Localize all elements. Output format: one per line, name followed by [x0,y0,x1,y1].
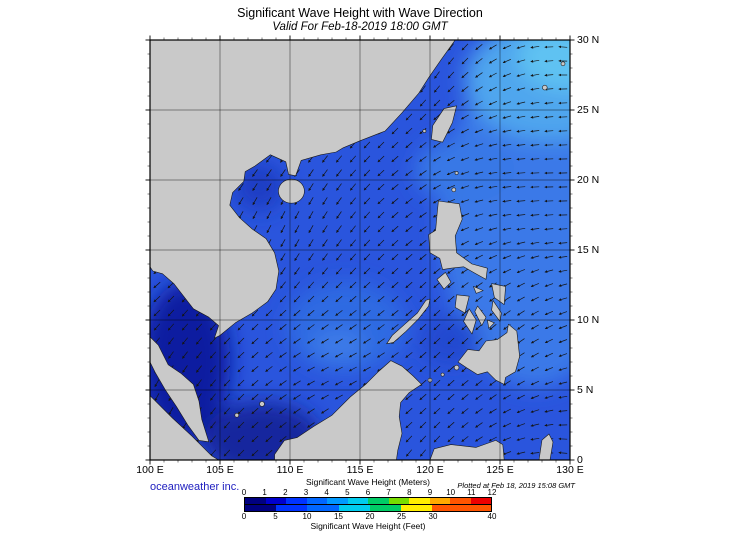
legend-color-segment [265,498,286,504]
legend-meters-tick: 9 [427,488,433,497]
lat-label: 20 N [577,174,600,186]
map-border [149,39,571,461]
legend-feet-tick: 0 [241,512,247,521]
landmass-borneo [274,360,422,460]
landmass-halmahera [538,433,554,460]
legend-color-segment [286,498,307,504]
lon-label: 115 E [346,464,374,476]
lon-label: 130 E [556,464,584,476]
legend-color-segment [368,498,389,504]
page-title: Significant Wave Height with Wave Direct… [237,6,483,20]
legend-feet-tick: 20 [365,512,375,521]
island-anambas [234,412,240,418]
lat-label: 15 N [577,244,600,256]
lon-label: 110 E [276,464,304,476]
lon-label: 120 E [416,464,444,476]
island-batanes [454,171,459,175]
legend-color-segment [409,498,430,504]
island-babuyan [451,187,457,193]
legend-meters-tick: 0 [241,488,247,497]
landmass-hainan [278,178,305,204]
landmass-masbate [473,286,484,294]
legend-color-segment [245,505,277,511]
landmass-mindoro [436,272,452,290]
legend-feet-ticks: 0 5 10 15 20 25 30 40 [241,512,497,521]
legend-color-segment [245,498,266,504]
landmass-panay [454,294,470,314]
legend-meters-tick: 10 [446,488,456,497]
landmass-sulawesi [429,440,505,460]
legend-color-segment [450,498,471,504]
legend-meters-tick: 6 [365,488,371,497]
landmass-malay-peninsula [150,336,210,443]
legend-color-segment [307,505,339,511]
plotted-timestamp: Plotted at Feb 18, 2019 15:08 GMT [457,481,575,490]
credit: oceanweather inc. [150,481,240,493]
lat-label: 10 N [577,314,600,326]
island-okinawa [542,84,548,91]
island-ryukyu [560,61,566,67]
island-jolo [440,372,445,377]
legend-feet-colorbar [244,505,492,512]
landmass-china-indochina [150,40,456,339]
legend-color-segment [432,505,491,511]
lat-label: 5 N [577,384,594,396]
lat-label: 30 N [577,34,600,46]
legend-meters-tick: 2 [283,488,288,497]
legend-meters-tick: 12 [487,488,497,497]
legend-color-segment [338,505,370,511]
lon-label: 125 E [486,464,514,476]
legend-meters-tick: 4 [324,488,329,497]
landmass-bohol [487,319,495,329]
legend-color-segment [388,498,409,504]
legend-color-segment [306,498,327,504]
legend-meters-tick: 5 [345,488,350,497]
legend-meters-colorbar [244,497,492,505]
legend-color-segment [429,498,450,504]
legend-meters-tick: 3 [303,488,309,497]
island-natuna [259,401,265,407]
legend-feet-tick: 15 [334,512,343,521]
legend-meters-ticks: 0 1 2 3 4 5 6 7 8 9 10 11 12 [241,488,497,497]
legend-meters-label: Significant Wave Height (Meters) [306,477,430,487]
legend-meters-tick: 8 [407,488,412,497]
lat-label: 0 [577,454,583,466]
landmass-taiwan [431,105,457,143]
island-basilan [453,364,460,371]
lat-label: 25 N [577,104,600,116]
legend-feet-tick: 40 [487,512,497,521]
legend-color-segment [401,505,433,511]
legend-meters-tick: 11 [467,488,476,497]
legend-feet-tick: 10 [302,512,312,521]
legend-feet-tick: 25 [397,512,406,521]
land-masses [150,40,566,460]
valid-time-subtitle: Valid For Feb-18-2019 18:00 GMT [272,21,448,33]
landmass-negros [463,308,477,335]
lon-label: 105 E [206,464,234,476]
legend-color-segment [327,498,348,504]
legend-color-segment [347,498,368,504]
grid-lines [150,40,570,460]
lon-label: 100 E [136,464,164,476]
legend-color-segment [276,505,308,511]
landmass-palawan [386,298,431,345]
legend-meters-tick: 1 [262,488,267,497]
landmass-samar [491,283,506,305]
legend-color-segment [470,498,491,504]
legend-color-segment [369,505,402,511]
wave-height-field [150,40,570,460]
legend-feet-label: Significant Wave Height (Feet) [310,521,426,531]
map [145,35,575,465]
landmass-cebu [474,305,487,326]
landmass-mindanao [457,323,520,385]
landmass-sumatra [150,395,219,460]
legend-meters-tick: 7 [386,488,391,497]
legend-feet-tick: 30 [428,512,438,521]
landmass-luzon [428,200,488,280]
legend-feet-tick: 5 [273,512,278,521]
island-penghu [422,129,427,133]
